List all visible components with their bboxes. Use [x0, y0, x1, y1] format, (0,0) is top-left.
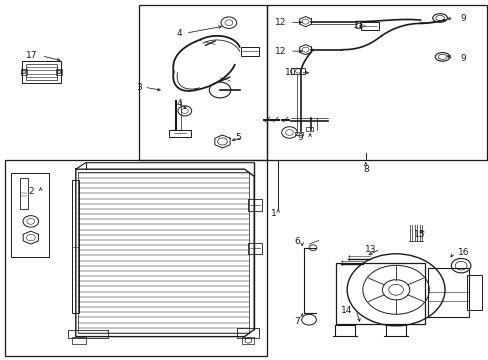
Bar: [5, 160, 266, 356]
Bar: [56, 69, 62, 75]
Text: 16: 16: [457, 248, 468, 257]
Text: 4: 4: [176, 29, 182, 37]
Bar: [240, 47, 259, 56]
Bar: [266, 5, 486, 160]
Bar: [291, 68, 305, 74]
Text: 12: 12: [274, 46, 285, 55]
Text: 10: 10: [284, 68, 296, 77]
Text: 9: 9: [460, 14, 466, 23]
Bar: [427, 268, 468, 317]
Text: 9: 9: [460, 54, 466, 63]
Bar: [22, 61, 61, 83]
Text: 3: 3: [136, 83, 142, 91]
Text: 15: 15: [413, 230, 425, 239]
Text: 6: 6: [294, 238, 300, 246]
Text: 17: 17: [26, 51, 38, 60]
Text: 13: 13: [364, 245, 376, 253]
Bar: [355, 23, 360, 28]
Text: 9: 9: [297, 133, 303, 142]
Bar: [78, 172, 249, 333]
Bar: [360, 22, 378, 30]
Text: 4: 4: [176, 99, 182, 108]
Bar: [21, 69, 27, 75]
Text: 8: 8: [362, 165, 368, 174]
Bar: [248, 243, 261, 254]
Bar: [295, 132, 303, 135]
Bar: [72, 337, 85, 344]
Bar: [466, 275, 481, 310]
Text: 14: 14: [340, 306, 351, 315]
Bar: [168, 130, 190, 137]
Bar: [72, 180, 79, 313]
Bar: [20, 178, 28, 209]
Bar: [237, 328, 259, 338]
Bar: [242, 337, 254, 344]
Bar: [11, 173, 49, 257]
Text: 7: 7: [294, 317, 300, 325]
Bar: [139, 5, 266, 160]
Bar: [305, 127, 312, 131]
Bar: [248, 199, 261, 211]
Text: 12: 12: [274, 18, 285, 27]
Bar: [336, 263, 425, 324]
Text: 1: 1: [270, 209, 276, 217]
Bar: [26, 64, 57, 80]
Bar: [68, 330, 107, 338]
Text: 5: 5: [235, 133, 241, 142]
Text: 11: 11: [352, 21, 364, 30]
Text: 2: 2: [28, 187, 34, 196]
